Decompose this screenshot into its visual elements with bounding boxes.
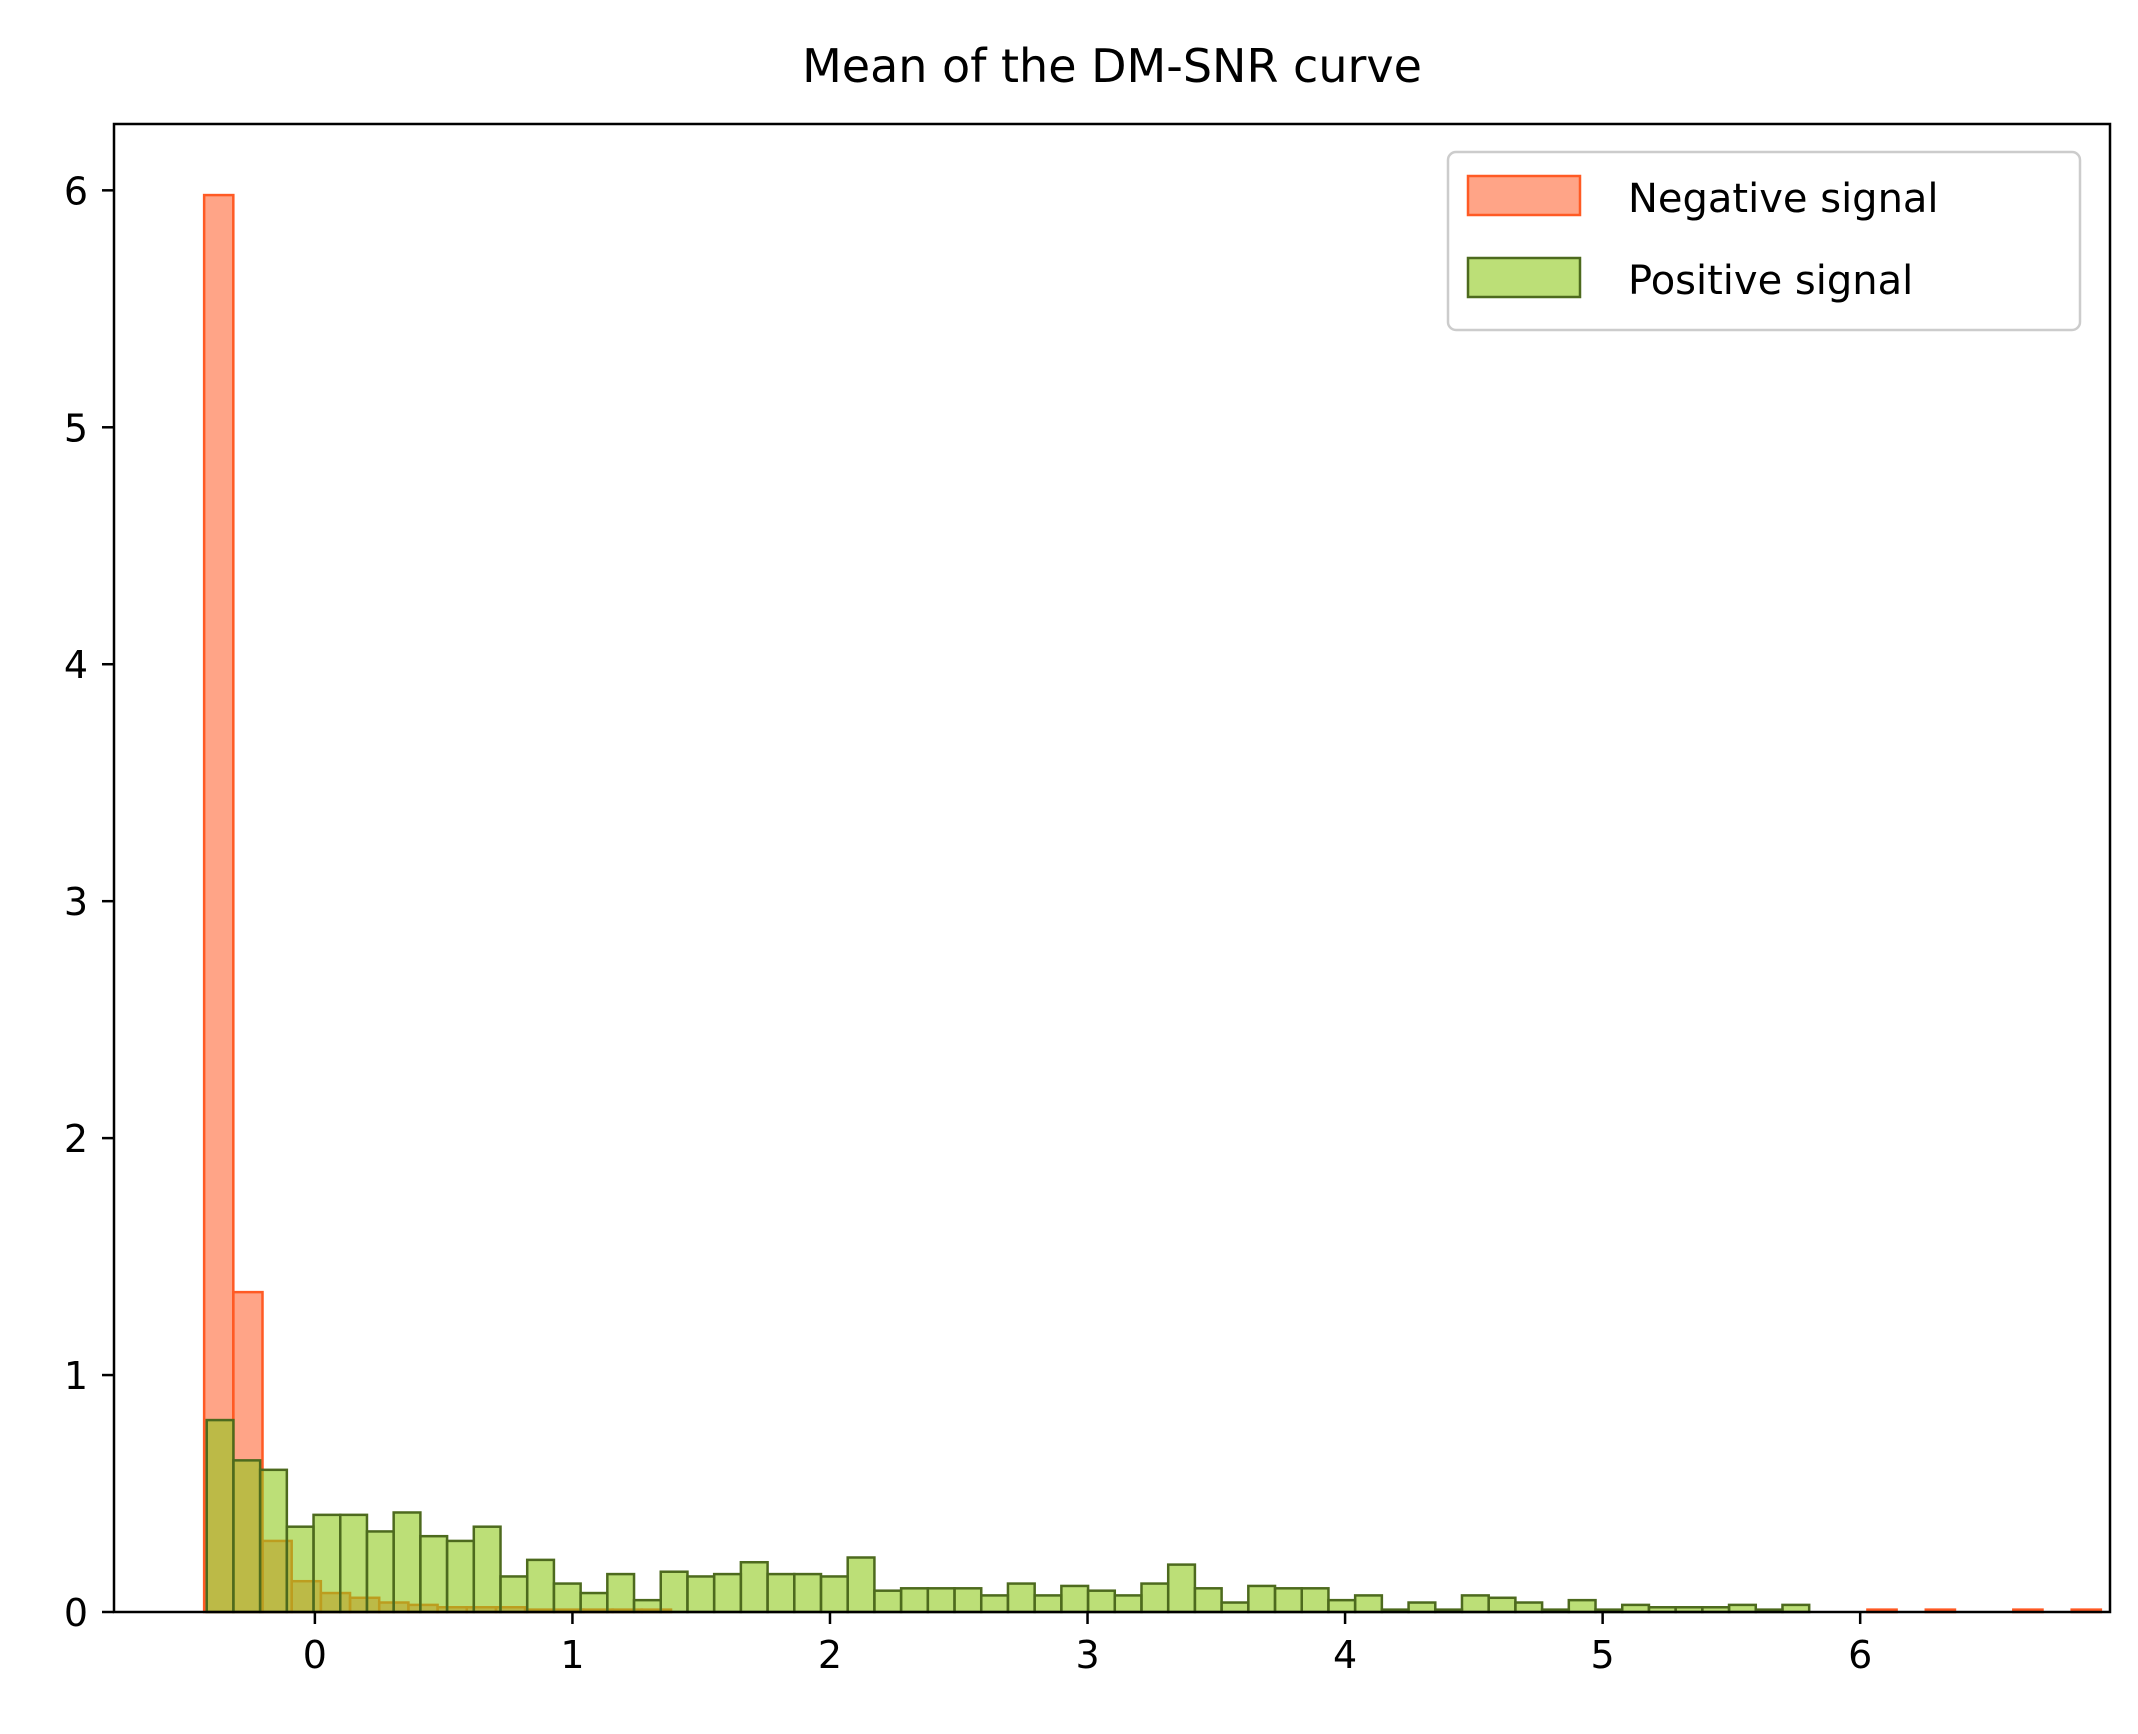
positive-signal-bar-42 [1327,1598,1357,1614]
positive-signal-bar-3 [285,1525,315,1614]
positive-signal-bar-18 [686,1575,716,1614]
positive-signal-bar-38 [1220,1601,1250,1614]
positive-signal-bar-45 [1407,1601,1437,1614]
y-tick-label: 0 [64,1591,88,1635]
positive-signal-bar-28 [953,1587,983,1614]
chart-title: Mean of the DM-SNR curve [802,39,1422,93]
positive-signal-bar-11 [499,1575,529,1614]
legend-label-negative: Negative signal [1628,176,1939,222]
positive-signal-bar-40 [1273,1587,1303,1614]
legend-label-positive: Positive signal [1628,258,1913,304]
positive-signal-bar-27 [926,1587,956,1614]
positive-signal-bar-34 [1113,1594,1143,1614]
positive-signal-bar-47 [1460,1594,1490,1614]
positive-signal-bar-32 [1060,1584,1090,1614]
negative-signal-bar-0 [202,193,235,1614]
x-axis: 0 1 2 3 4 5 6 [303,1612,1872,1677]
y-tick-label: 4 [64,643,88,687]
x-tick-label: 3 [1075,1633,1099,1677]
positive-signal-bar-31 [1033,1594,1063,1614]
positive-signal-bar-8 [419,1534,449,1614]
positive-signal-bar-15 [606,1572,636,1614]
legend-box [1446,150,2082,332]
x-tick-label: 2 [818,1633,842,1677]
positive-signal-bar-13 [552,1582,582,1614]
positive-signal-bar-0 [205,1418,235,1614]
positive-signal-bar-7 [392,1511,422,1614]
positive-signal-bar-5 [339,1513,369,1614]
positive-signal-bar-10 [472,1525,502,1614]
positive-signal-bar-12 [525,1558,556,1614]
positive-signal-bar-16 [632,1598,662,1614]
positive-signal-bar-1 [232,1459,262,1614]
positive-signal-bar-17 [659,1570,689,1614]
positive-signal-bar-21 [766,1572,796,1614]
positive-signal-bar-43 [1353,1594,1384,1614]
positive-signal-bar-36 [1166,1563,1197,1614]
y-tick-label: 1 [64,1354,88,1398]
positive-signal-bar-51 [1567,1598,1597,1614]
positive-signal-bar-26 [899,1587,930,1614]
positive-signal-bars [205,1418,1811,1614]
y-tick-label: 5 [64,406,88,450]
x-tick-label: 1 [560,1633,584,1677]
positive-signal-bar-29 [979,1594,1010,1614]
x-tick-label: 5 [1591,1633,1615,1677]
positive-signal-bar-41 [1300,1587,1330,1614]
positive-signal-bar-4 [312,1513,342,1614]
positive-signal-bar-39 [1247,1584,1277,1614]
positive-signal-bar-49 [1514,1601,1544,1614]
legend-swatch-negative [1466,174,1582,217]
plot-frame [112,122,2112,1614]
x-tick-label: 0 [303,1633,327,1677]
positive-signal-bar-48 [1487,1596,1517,1614]
positive-signal-bar-14 [579,1591,609,1614]
positive-signal-bar-20 [739,1560,769,1614]
positive-signal-bar-23 [819,1575,849,1614]
x-tick-label: 4 [1333,1633,1357,1677]
x-tick-label: 6 [1848,1633,1872,1677]
positive-signal-bar-6 [365,1530,395,1614]
y-tick-label: 3 [64,880,88,924]
y-tick-label: 6 [64,169,88,213]
legend-swatch-positive [1466,256,1582,299]
positive-signal-bar-22 [793,1572,823,1614]
y-tick-label: 2 [64,1117,88,1161]
positive-signal-bar-37 [1193,1587,1223,1614]
positive-signal-bar-35 [1140,1582,1170,1614]
positive-signal-bar-25 [873,1589,903,1614]
y-axis: 0 1 2 3 4 5 6 [64,169,114,1635]
positive-signal-bar-19 [712,1572,743,1614]
legend: Negative signal Positive signal [1446,150,2082,332]
positive-signal-bar-30 [1006,1582,1036,1614]
positive-signal-bar-24 [846,1556,876,1614]
positive-signal-bar-9 [445,1539,476,1614]
positive-signal-bar-2 [258,1468,289,1614]
positive-signal-bar-33 [1086,1589,1117,1614]
